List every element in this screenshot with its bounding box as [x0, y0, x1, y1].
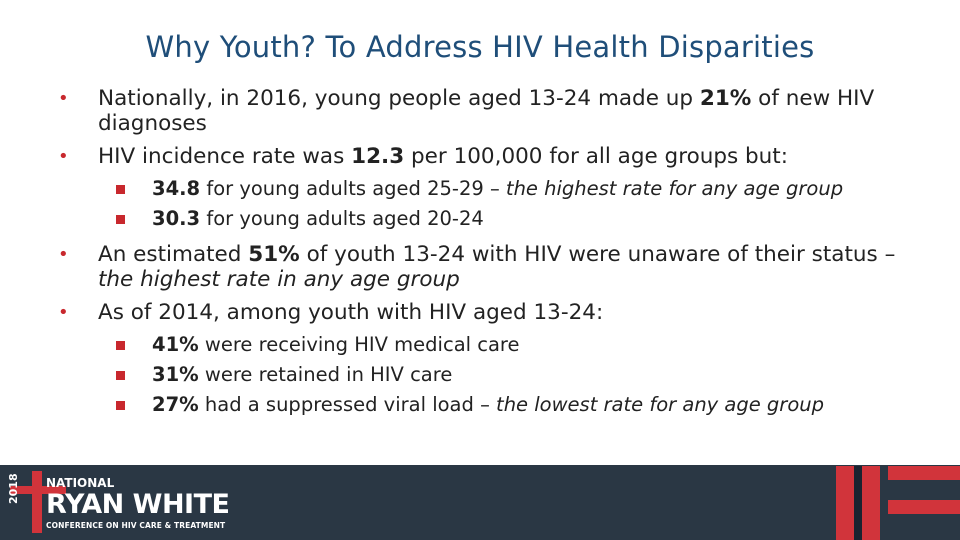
text-run: had a suppressed viral load – — [198, 393, 497, 416]
text-run: per 100,000 for all age groups but: — [404, 144, 788, 169]
text-run: HIV incidence rate was — [98, 144, 352, 169]
logo-conference: CONFERENCE ON HIV CARE & TREATMENT — [46, 521, 226, 530]
bullet-item: • An estimated 51% of youth 13-24 with HI… — [58, 242, 918, 292]
square-bullet-icon — [116, 371, 125, 380]
text-run: 21% — [699, 86, 752, 111]
slide-title: Why Youth? To Address HIV Health Dispari… — [145, 30, 815, 64]
sub-bullet-item: 30.3 for young adults aged 20-24 — [58, 204, 918, 234]
sub-bullet-item: 34.8 for young adults aged 25-29 – the h… — [58, 174, 918, 204]
deco-red-bar-1 — [836, 466, 854, 540]
text-run: the lowest rate for any age group — [496, 393, 824, 416]
sub-bullet-item: 41% were receiving HIV medical care — [58, 330, 918, 360]
sub-bullet-list: 41% were receiving HIV medical care 31% w… — [58, 330, 918, 420]
bullet-dot-icon: • — [58, 244, 69, 265]
text-run: 27% — [152, 393, 199, 416]
bullet-dot-icon: • — [58, 302, 69, 323]
text-run: 30.3 — [152, 207, 201, 230]
text-run: 41% — [152, 333, 199, 356]
text-run: 31% — [152, 363, 199, 386]
sub-bullet-item: 31% were retained in HIV care — [58, 360, 918, 390]
deco-red-bar-4 — [888, 500, 960, 514]
sub-bullet-list: 34.8 for young adults aged 25-29 – the h… — [58, 174, 918, 234]
bullet-dot-icon: • — [58, 146, 69, 167]
logo-year: 2018 — [7, 473, 20, 504]
footer-bar — [0, 465, 960, 540]
logo-cross-vertical — [32, 471, 42, 533]
square-bullet-icon — [116, 185, 125, 194]
deco-dark-gap-1 — [854, 466, 862, 540]
square-bullet-icon — [116, 401, 125, 410]
text-run: As of 2014, among youth with HIV aged 13… — [98, 300, 604, 325]
text-run: An estimated — [98, 242, 249, 267]
bullet-item: • Nationally, in 2016, young people aged … — [58, 86, 918, 136]
text-run: 51% — [248, 242, 300, 267]
square-bullet-icon — [116, 341, 125, 350]
deco-red-bar-2 — [862, 466, 880, 540]
text-run: 12.3 — [351, 144, 405, 169]
sub-bullet-item: 27% had a suppressed viral load – the lo… — [58, 390, 918, 420]
text-run: Nationally, in 2016, young people aged 1… — [98, 86, 700, 111]
logo-ryan-white: RYAN WHITE — [46, 489, 230, 520]
bullet-dot-icon: • — [58, 88, 69, 109]
logo-cross-horizontal — [10, 486, 66, 494]
text-run: of youth 13-24 with HIV were unaware of … — [299, 242, 896, 267]
logo-national: NATIONAL — [46, 476, 115, 490]
text-run: were retained in HIV care — [198, 363, 453, 386]
text-run: for young adults aged 20-24 — [200, 207, 484, 230]
text-run: the highest rate in any age group — [98, 267, 460, 292]
text-run: for young adults aged 25-29 – — [200, 177, 506, 200]
bullet-list: • Nationally, in 2016, young people aged … — [58, 86, 918, 428]
deco-red-bar-3 — [888, 466, 960, 480]
text-run: 34.8 — [152, 177, 201, 200]
square-bullet-icon — [116, 215, 125, 224]
text-run: of new HIV diagnoses — [98, 86, 875, 136]
bullet-item: • HIV incidence rate was 12.3 per 100,000… — [58, 144, 918, 169]
bullet-item: • As of 2014, among youth with HIV aged 1… — [58, 300, 918, 325]
text-run: the highest rate for any age group — [505, 177, 844, 200]
text-run: were receiving HIV medical care — [198, 333, 520, 356]
